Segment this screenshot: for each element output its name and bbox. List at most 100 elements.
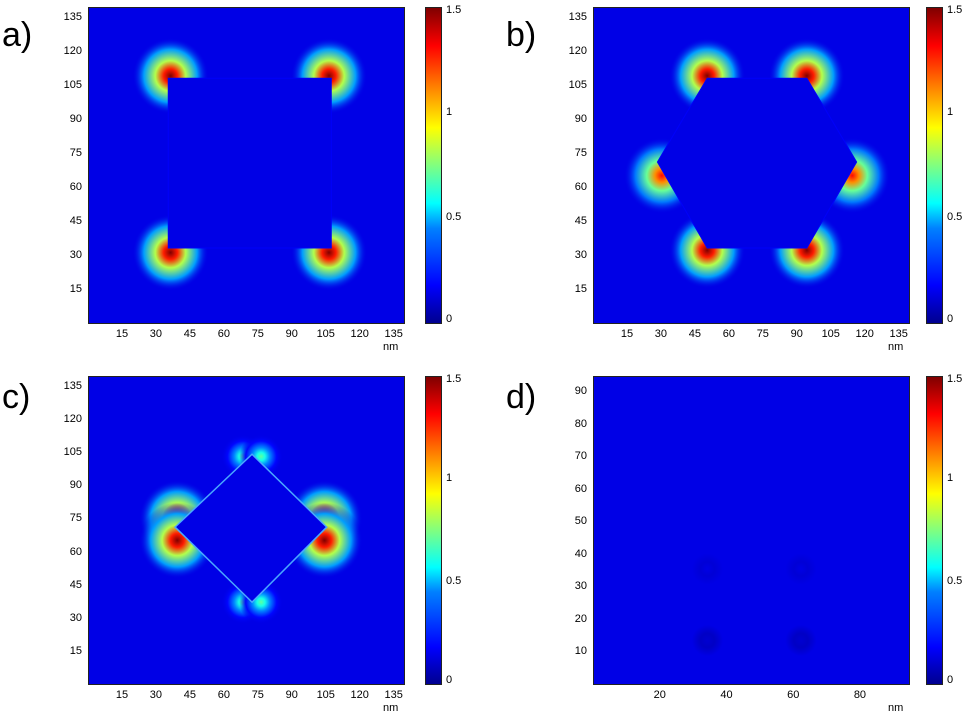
colorbar: [926, 376, 943, 685]
heatmap-plot: [88, 376, 405, 685]
y-tick-label: 105: [63, 79, 82, 92]
y-tick-label: 120: [568, 45, 587, 58]
y-tick-label: 105: [568, 79, 587, 92]
particle-outline: [167, 77, 332, 249]
y-tick-label: 45: [69, 215, 82, 228]
heatmap-plot: [88, 7, 405, 324]
y-tick-label: 50: [574, 515, 587, 528]
heatmap-svg: [594, 377, 909, 684]
y-tick-label: 20: [574, 612, 587, 625]
heatmap-plot: [593, 376, 910, 685]
colorbar-tick-label: 1: [446, 105, 453, 118]
x-tick-label: 45: [183, 328, 197, 340]
colorbar-tick-label: 1.5: [947, 373, 963, 385]
x-tick-label: 90: [285, 328, 298, 340]
heatmap-svg: [594, 8, 909, 323]
x-tick-label: 135: [384, 689, 403, 701]
y-tick-label: 75: [69, 512, 82, 525]
x-unit-label: nm: [888, 341, 904, 353]
x-tick-label: 105: [821, 328, 840, 340]
colorbar-tick-label: 0.5: [947, 211, 963, 224]
colorbar-tick-label: 0.5: [446, 211, 462, 224]
x-tick-label: 30: [149, 689, 163, 701]
colorbar-tick-label: 1: [446, 472, 453, 484]
hotspot: [761, 529, 841, 609]
x-tick-label: 45: [183, 689, 197, 701]
y-tick-label: 70: [574, 450, 587, 463]
particle-outline: [173, 453, 328, 604]
colorbar-tick-label: 1: [947, 472, 954, 484]
x-unit-label: nm: [383, 341, 399, 353]
y-tick-label: 120: [63, 45, 82, 58]
y-tick-label: 30: [69, 611, 82, 624]
x-tick-label: 105: [316, 689, 335, 701]
colorbar: [926, 7, 943, 324]
y-tick-label: 60: [574, 482, 587, 495]
y-tick-label: 45: [574, 215, 587, 228]
y-tick-label: 15: [574, 283, 587, 296]
y-tick-label: 90: [69, 479, 82, 492]
y-tick-label: 120: [63, 413, 82, 426]
hotspot: [668, 529, 747, 609]
heatmap-plot: [593, 7, 910, 324]
colorbar-tick-label: 0: [446, 313, 453, 325]
x-tick-label: 30: [654, 328, 668, 340]
panel-label: a): [2, 16, 33, 54]
x-tick-label: 90: [285, 689, 298, 701]
x-tick-label: 120: [855, 328, 874, 340]
y-tick-label: 15: [69, 283, 82, 296]
x-tick-label: 15: [115, 689, 129, 701]
colorbar: [425, 376, 442, 685]
colorbar-tick-label: 0: [947, 674, 954, 686]
x-tick-label: 60: [217, 328, 230, 340]
colorbar-tick-label: 0: [446, 674, 453, 686]
x-tick-label: 45: [688, 328, 702, 340]
y-tick-label: 135: [63, 11, 82, 24]
field-background: [594, 377, 909, 684]
y-tick-label: 80: [574, 417, 587, 430]
x-tick-label: 15: [620, 328, 634, 340]
colorbar-tick-label: 1: [947, 105, 954, 118]
x-tick-label: 120: [350, 689, 369, 701]
x-unit-label: nm: [888, 702, 904, 714]
x-tick-label: 40: [720, 689, 733, 701]
y-tick-label: 90: [574, 385, 587, 398]
y-tick-label: 60: [574, 181, 587, 194]
x-tick-label: 105: [316, 328, 335, 340]
y-tick-label: 135: [568, 11, 587, 24]
hotspot: [668, 601, 747, 680]
y-tick-label: 30: [574, 580, 587, 593]
y-tick-label: 15: [69, 644, 82, 657]
particle-outline: [656, 77, 858, 249]
y-tick-label: 75: [574, 147, 587, 160]
y-tick-label: 135: [63, 380, 82, 393]
colorbar: [425, 7, 442, 324]
x-tick-label: 75: [251, 689, 264, 701]
y-tick-label: 45: [69, 578, 82, 591]
panel-label: b): [506, 16, 537, 54]
colorbar-tick-label: 1.5: [947, 4, 963, 16]
x-tick-label: 120: [350, 328, 369, 340]
y-tick-label: 60: [69, 181, 82, 194]
x-tick-label: 60: [787, 689, 800, 701]
y-tick-label: 60: [69, 545, 82, 558]
x-unit-label: nm: [383, 702, 399, 714]
colorbar-tick-label: 0.5: [446, 575, 462, 587]
hotspot: [761, 601, 841, 680]
y-tick-label: 30: [69, 249, 82, 262]
x-tick-label: 60: [722, 328, 735, 340]
x-tick-label: 15: [115, 328, 129, 340]
x-tick-label: 135: [384, 328, 403, 340]
heatmap-svg: [89, 377, 404, 684]
x-tick-label: 75: [251, 328, 264, 340]
heatmap-svg: [89, 8, 404, 323]
y-tick-label: 10: [574, 645, 587, 658]
x-tick-label: 135: [889, 328, 908, 340]
y-tick-label: 75: [69, 147, 82, 160]
y-tick-label: 40: [574, 547, 587, 560]
y-tick-label: 105: [63, 446, 82, 459]
y-tick-label: 30: [574, 249, 587, 262]
x-tick-label: 30: [149, 328, 163, 340]
colorbar-tick-label: 1.5: [446, 373, 462, 385]
panel-label: d): [506, 378, 537, 416]
